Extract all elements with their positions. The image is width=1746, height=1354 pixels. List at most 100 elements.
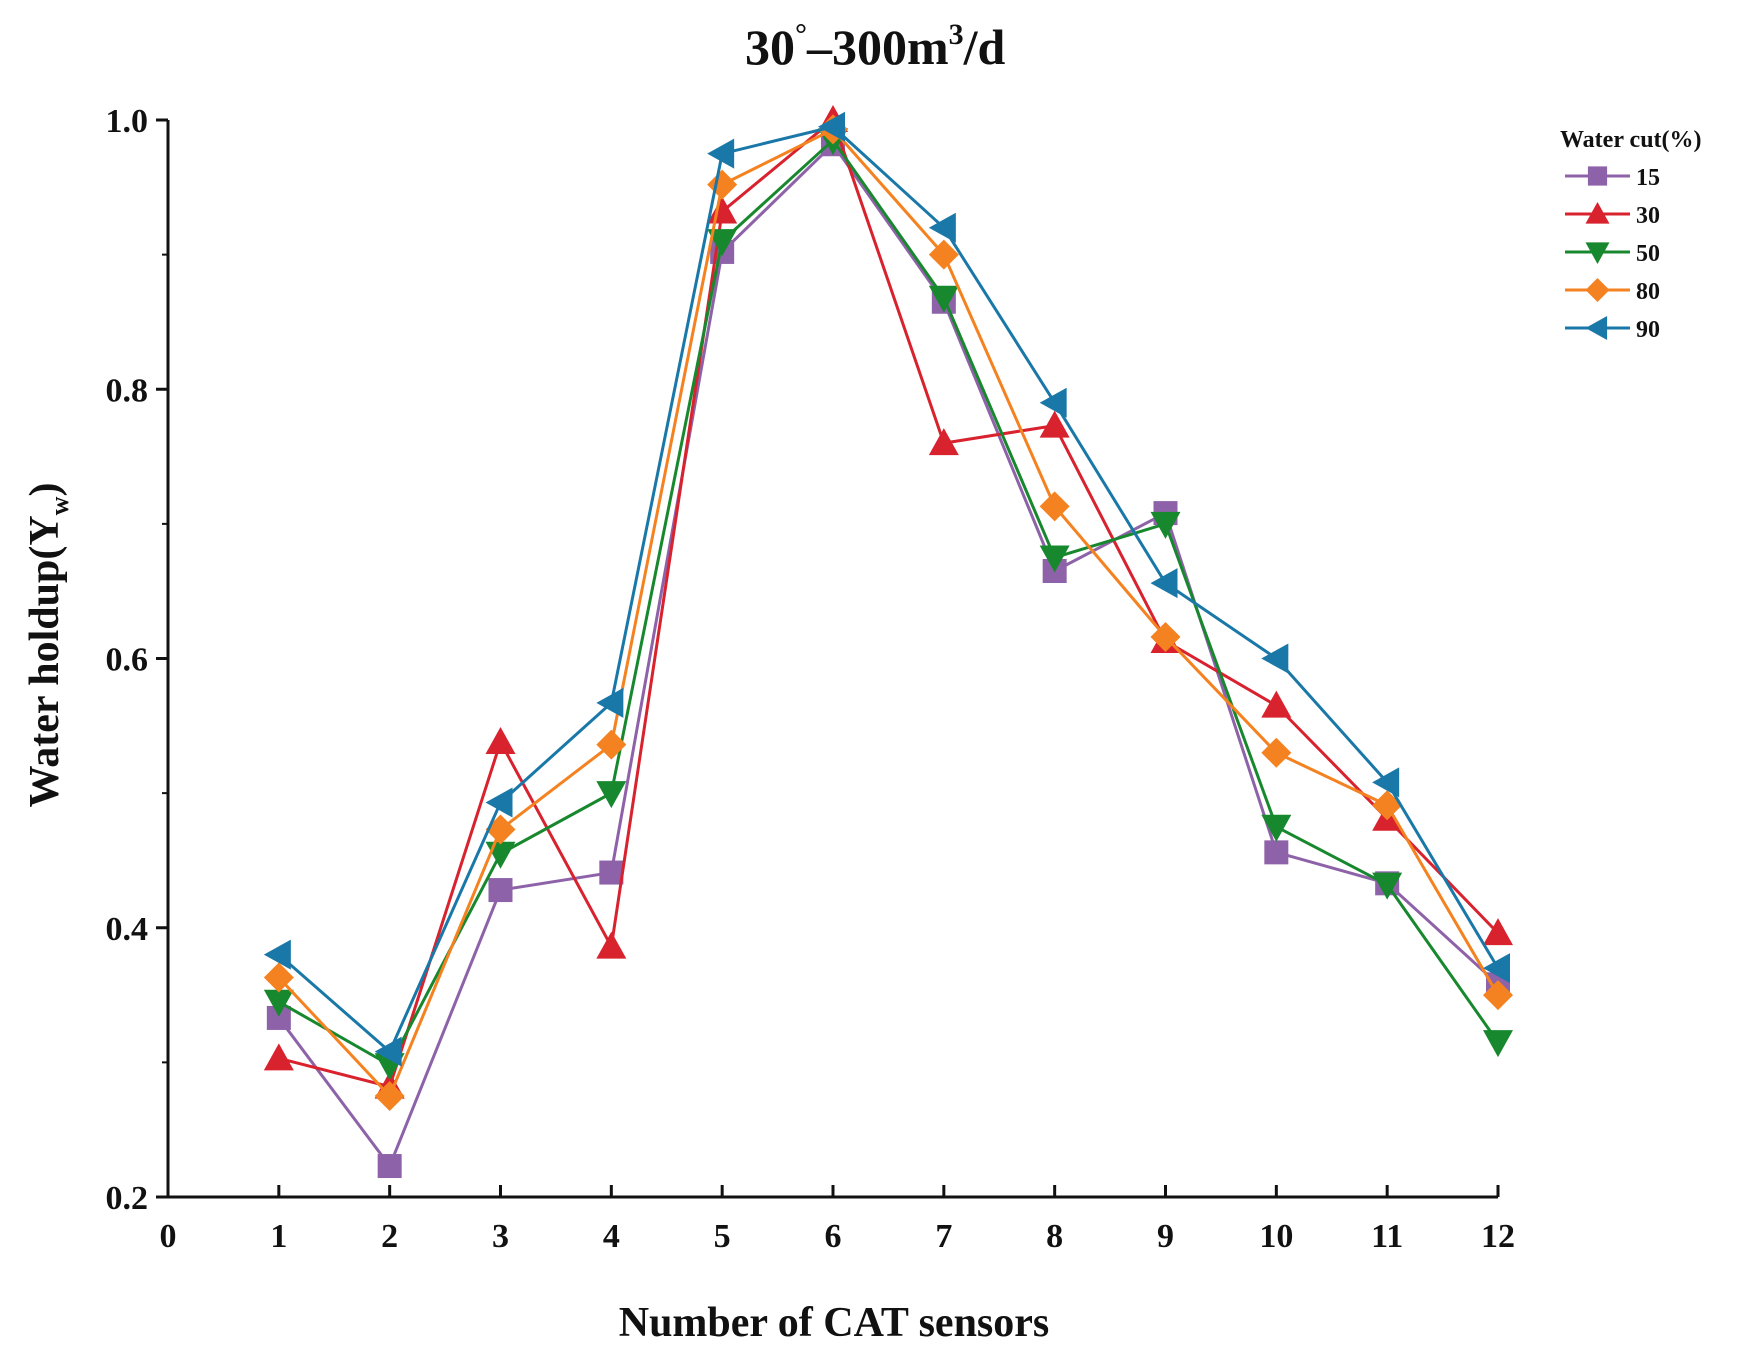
svg-text:30°–300m3/d: 30°–300m3/d (745, 18, 1006, 75)
title-lead: 30 (745, 19, 795, 75)
data-point-15 (488, 878, 513, 903)
series-line-90 (277, 125, 1500, 1054)
x-ticks: 0 1 2 3 4 5 6 7 8 9 10 11 12 (160, 1185, 1515, 1255)
y-tick-label: 0.2 (106, 1180, 149, 1217)
x-tick-label: 5 (714, 1218, 731, 1255)
legend-label: 90 (1636, 317, 1660, 343)
x-tick-label: 4 (603, 1218, 620, 1255)
chart-title: 30°–300m3/d (745, 18, 1006, 75)
x-tick-label: 3 (492, 1218, 509, 1255)
legend-item-30: 30 (1565, 202, 1660, 229)
title-unit: /d (963, 19, 1006, 75)
title-dash: – (806, 19, 833, 75)
data-point-80 (1150, 621, 1181, 652)
data-point-90 (1039, 387, 1067, 418)
series-80 (263, 114, 1513, 1112)
axes (166, 120, 1498, 1199)
data-point-90 (818, 111, 845, 142)
data-point-80 (596, 729, 627, 760)
svg-text:Water holdup(Yw): Water holdup(Yw) (22, 483, 74, 808)
data-point-30 (928, 428, 959, 456)
series-15 (266, 132, 1510, 1179)
data-point-80 (1261, 737, 1292, 768)
title-degree: ° (795, 18, 807, 51)
data-point-30 (1039, 410, 1070, 438)
data-point-80 (1039, 491, 1070, 522)
legend-marker (1585, 242, 1610, 264)
data-point-15 (377, 1154, 402, 1179)
legend-title: Water cut(%) (1560, 127, 1702, 153)
data-point-90 (485, 787, 513, 818)
legend-label: 80 (1636, 279, 1660, 305)
data-point-30 (1261, 690, 1292, 718)
y-axis-label-close: ) (22, 483, 68, 497)
data-point-80 (1483, 980, 1513, 1011)
data-point-15 (599, 860, 624, 885)
legend: Water cut(%) 15 30 50 80 90 (1560, 127, 1702, 343)
x-tick-label: 8 (1046, 1218, 1063, 1255)
series-30 (263, 105, 1513, 1099)
legend-label: 50 (1636, 241, 1660, 267)
title-rate: 300m (832, 19, 949, 75)
data-point-80 (374, 1081, 405, 1112)
series-line-30 (278, 118, 1500, 1089)
x-tick-label: 9 (1157, 1218, 1174, 1255)
legend-marker (1585, 316, 1608, 340)
data-point-80 (263, 962, 294, 993)
data-point-50 (1483, 1030, 1513, 1058)
x-tick-label: 10 (1259, 1218, 1293, 1255)
data-point-15 (1264, 840, 1289, 865)
data-point-80 (928, 239, 959, 270)
legend-label: 30 (1636, 203, 1660, 229)
x-tick-label: 12 (1481, 1218, 1515, 1255)
y-tick-label: 0.4 (106, 911, 149, 948)
x-tick-label: 11 (1371, 1218, 1403, 1255)
legend-marker (1585, 202, 1610, 224)
data-point-90 (263, 939, 291, 970)
data-point-90 (374, 1036, 402, 1067)
data-point-90 (1261, 643, 1289, 674)
series-line-80 (277, 127, 1500, 1098)
y-tick-label: 0.8 (106, 372, 149, 409)
data-point-30 (1483, 918, 1513, 946)
title-exponent: 3 (949, 18, 964, 51)
series-layer (263, 105, 1513, 1179)
legend-item-15: 15 (1565, 165, 1660, 191)
data-point-50 (263, 989, 294, 1017)
series-90 (263, 111, 1510, 1067)
data-point-90 (1483, 953, 1510, 984)
data-point-30 (485, 726, 516, 754)
legend-marker (1587, 166, 1608, 186)
legend-label: 15 (1636, 165, 1660, 191)
y-axis-label-subscript: w (45, 496, 74, 515)
data-point-50 (596, 781, 627, 809)
data-point-50 (1039, 545, 1070, 573)
x-tick-label: 0 (160, 1218, 177, 1255)
data-point-90 (1150, 568, 1178, 599)
data-point-90 (596, 687, 624, 718)
series-line-50 (278, 138, 1500, 1067)
data-point-90 (1372, 767, 1400, 798)
y-axis-label: Water holdup(Yw) (22, 483, 74, 808)
legend-item-80: 80 (1565, 278, 1660, 305)
data-point-50 (707, 229, 738, 257)
x-tick-label: 6 (825, 1218, 842, 1255)
data-point-50 (928, 285, 959, 313)
data-point-50 (1372, 872, 1403, 900)
data-point-30 (596, 931, 627, 959)
data-point-30 (263, 1043, 294, 1071)
series-line-15 (277, 142, 1500, 1168)
x-tick-label: 1 (270, 1218, 287, 1255)
y-tick-label: 0.6 (106, 642, 149, 679)
y-tick-label: 1.0 (106, 103, 149, 140)
legend-item-90: 90 (1565, 316, 1660, 343)
series-50 (263, 128, 1513, 1081)
x-tick-label: 2 (381, 1218, 398, 1255)
y-axis-label-main: Water holdup(Y (22, 515, 68, 807)
data-point-80 (707, 169, 738, 200)
data-point-90 (928, 212, 956, 243)
legend-item-50: 50 (1565, 241, 1660, 267)
legend-items: 15 30 50 80 90 (1565, 165, 1660, 343)
legend-marker (1585, 278, 1610, 302)
data-point-50 (1150, 511, 1181, 539)
